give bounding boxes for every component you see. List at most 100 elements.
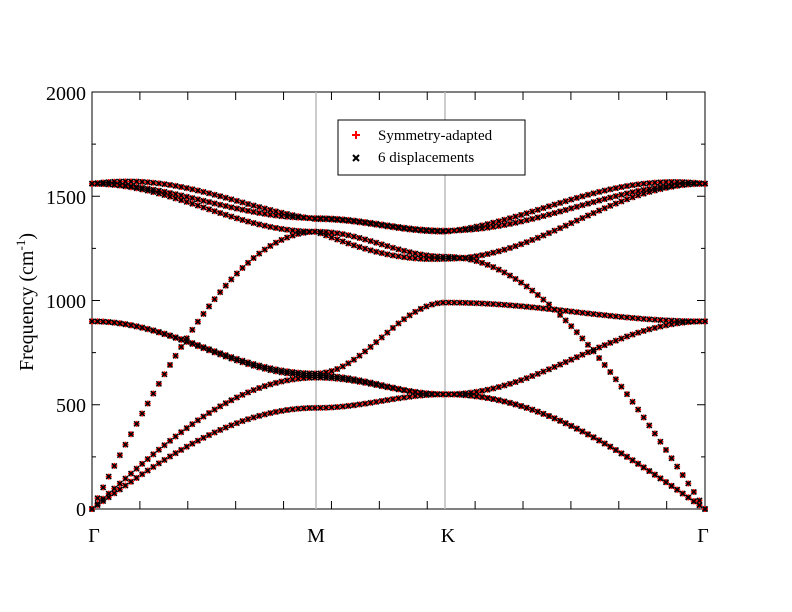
data-point-6-displacements — [479, 252, 486, 259]
data-point-6-displacements — [395, 223, 402, 231]
data-point-6-displacements — [651, 184, 658, 192]
data-point-6-displacements — [267, 206, 274, 214]
data-point-6-displacements — [272, 379, 279, 386]
data-point-6-displacements — [596, 437, 603, 444]
data-point-6-displacements — [490, 395, 497, 403]
data-point-6-displacements — [601, 205, 608, 212]
data-point-6-displacements — [573, 329, 580, 336]
data-point-6-displacements — [172, 191, 179, 198]
data-point-6-displacements — [139, 184, 146, 191]
data-point-6-displacements — [690, 318, 697, 325]
data-point-6-displacements — [473, 388, 480, 395]
data-point-6-displacements — [612, 193, 619, 200]
data-point-6-displacements — [289, 232, 296, 239]
data-point-6-displacements — [462, 254, 469, 261]
data-point-6-displacements — [144, 455, 151, 463]
data-point-6-displacements — [690, 180, 697, 188]
data-point-6-displacements — [88, 505, 96, 513]
data-point-6-displacements — [105, 473, 112, 480]
data-point-6-displacements — [512, 213, 519, 220]
data-point-6-displacements — [479, 225, 486, 232]
data-point-6-displacements — [573, 309, 580, 316]
data-point-6-displacements — [317, 215, 324, 222]
data-point-6-displacements — [640, 315, 647, 322]
data-point-6-displacements — [428, 301, 436, 308]
data-point-6-displacements — [518, 211, 525, 219]
data-point-6-displacements — [551, 201, 558, 208]
data-point-6-displacements — [194, 196, 201, 203]
data-point-6-displacements — [256, 412, 263, 419]
data-point-6-displacements — [217, 351, 224, 358]
data-point-6-displacements — [545, 229, 553, 237]
data-point-6-displacements — [150, 327, 157, 334]
data-point-6-displacements — [339, 231, 346, 238]
data-point-6-displacements — [467, 224, 475, 231]
data-point-6-displacements — [484, 250, 491, 258]
data-point-6-displacements — [122, 441, 129, 448]
data-point-6-displacements — [512, 275, 519, 283]
data-point-6-displacements — [440, 391, 447, 398]
data-point-6-displacements — [116, 181, 123, 189]
data-point-6-displacements — [473, 253, 480, 260]
data-point-6-displacements — [490, 385, 497, 392]
data-point-6-displacements — [278, 213, 285, 220]
data-point-6-displacements — [562, 317, 569, 324]
data-point-6-displacements — [272, 239, 279, 246]
data-point-6-displacements — [596, 311, 603, 318]
data-point-6-displacements — [618, 313, 625, 321]
data-point-6-displacements — [573, 217, 580, 224]
data-point-6-displacements — [155, 380, 162, 387]
data-point-6-displacements — [623, 314, 631, 321]
data-point-6-displacements — [239, 418, 246, 425]
data-point-6-displacements — [261, 365, 268, 372]
data-point-6-displacements — [562, 198, 569, 205]
data-point-6-displacements — [250, 219, 257, 227]
data-point-6-displacements — [272, 408, 279, 415]
data-point-6-displacements — [440, 299, 447, 306]
data-point-6-displacements — [261, 205, 268, 212]
data-point-6-displacements — [412, 308, 419, 315]
data-point-6-displacements — [428, 390, 436, 397]
data-point-6-displacements — [545, 203, 553, 210]
data-point-6-displacements — [150, 179, 157, 186]
data-point-6-displacements — [361, 400, 369, 407]
data-point-6-displacements — [311, 228, 318, 235]
data-point-6-displacements — [111, 490, 118, 497]
data-point-6-displacements — [462, 390, 469, 397]
data-point-6-displacements — [250, 414, 257, 421]
data-point-6-displacements — [361, 218, 369, 226]
data-point-6-displacements — [618, 335, 625, 342]
data-point-6-displacements — [289, 227, 296, 234]
data-point-6-displacements — [239, 357, 246, 364]
data-point-6-displacements — [596, 344, 603, 351]
data-point-6-displacements — [679, 319, 686, 326]
data-point-6-displacements — [111, 181, 118, 188]
data-point-6-displacements — [205, 346, 213, 353]
data-point-6-displacements — [534, 291, 541, 299]
data-point-6-displacements — [345, 216, 352, 224]
data-point-6-displacements — [534, 206, 541, 213]
data-point-6-displacements — [267, 211, 274, 218]
data-point-6-displacements — [462, 299, 469, 306]
data-point-6-displacements — [161, 371, 168, 378]
data-point-6-displacements — [94, 180, 101, 187]
data-point-6-displacements — [283, 213, 291, 220]
data-point-6-displacements — [367, 399, 374, 406]
data-point-6-displacements — [205, 199, 213, 206]
data-point-6-displacements — [239, 391, 246, 398]
data-point-6-displacements — [373, 380, 380, 387]
data-point-6-displacements — [94, 500, 101, 507]
data-point-6-displacements — [557, 225, 564, 232]
data-point-6-displacements — [529, 372, 536, 380]
data-point-6-displacements — [657, 475, 664, 482]
data-point-6-displacements — [651, 430, 658, 437]
data-point-6-displacements — [222, 424, 229, 431]
data-point-6-displacements — [384, 396, 391, 404]
y-axis-title-close: ) — [16, 233, 38, 240]
data-point-6-displacements — [501, 216, 508, 223]
data-point-6-displacements — [228, 213, 235, 220]
data-point-6-displacements — [211, 406, 218, 413]
data-point-6-displacements — [557, 417, 564, 424]
data-point-6-displacements — [623, 183, 631, 190]
data-point-6-displacements — [690, 498, 697, 505]
